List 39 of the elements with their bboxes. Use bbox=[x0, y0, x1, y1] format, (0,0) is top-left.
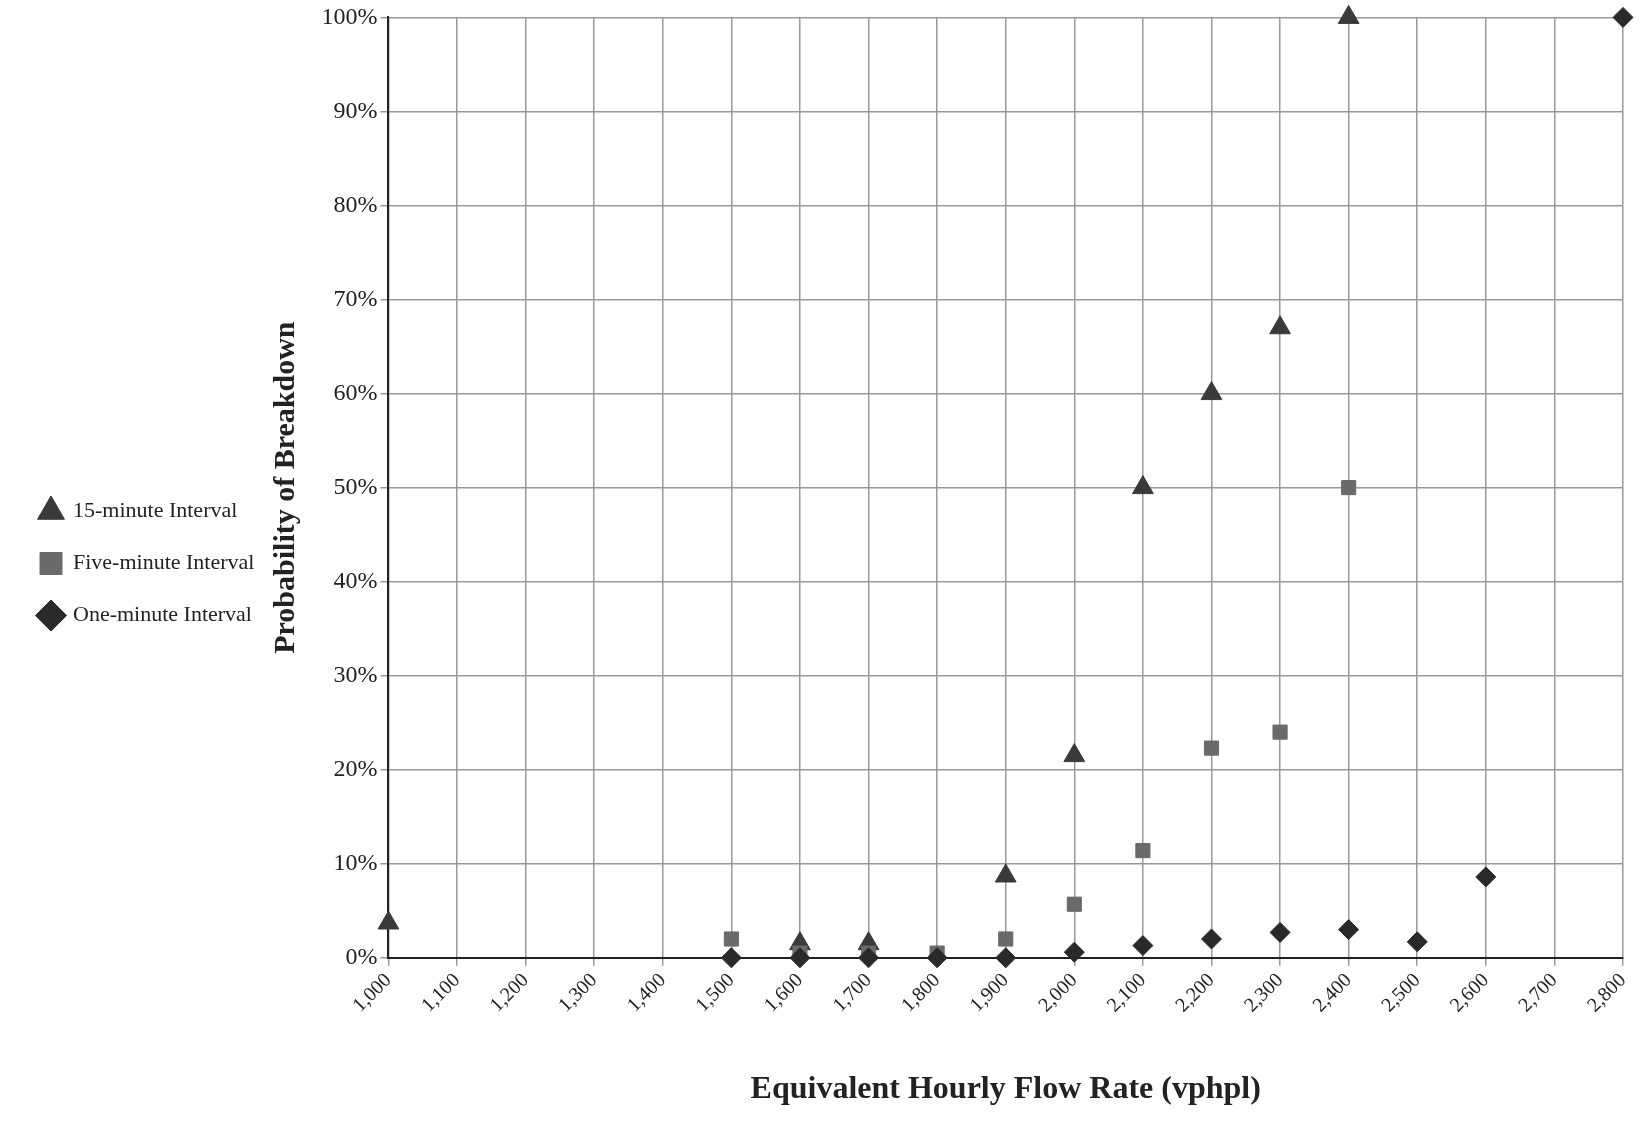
point bbox=[858, 947, 880, 969]
point bbox=[926, 947, 948, 969]
point bbox=[1269, 921, 1291, 943]
legend-label: Five-minute Interval bbox=[73, 549, 255, 575]
point bbox=[1475, 866, 1497, 888]
point bbox=[789, 947, 811, 969]
y-tick-label: 20% bbox=[333, 755, 378, 782]
point bbox=[1272, 724, 1288, 740]
point bbox=[1063, 941, 1085, 963]
point bbox=[1406, 931, 1428, 953]
point bbox=[1132, 475, 1154, 495]
point bbox=[1337, 4, 1360, 24]
y-tick-label: 0% bbox=[345, 943, 378, 970]
y-tick-label: 90% bbox=[333, 96, 378, 123]
y-tick-label: 50% bbox=[333, 472, 378, 499]
x-axis-title: Equivalent Hourly Flow Rate (vphpl) bbox=[750, 1069, 1261, 1106]
point bbox=[1200, 928, 1222, 950]
point bbox=[1338, 919, 1360, 941]
y-tick-label: 100% bbox=[321, 2, 378, 29]
point bbox=[1269, 315, 1291, 335]
y-tick-label: 80% bbox=[333, 190, 378, 217]
y-tick-label: 30% bbox=[333, 660, 378, 687]
point bbox=[1203, 740, 1220, 756]
point bbox=[995, 947, 1017, 969]
point bbox=[1066, 896, 1082, 912]
point bbox=[720, 947, 742, 969]
point bbox=[1200, 381, 1223, 401]
y-tick-label: 70% bbox=[333, 284, 378, 311]
point bbox=[723, 931, 739, 947]
legend-label: One-minute Interval bbox=[73, 601, 252, 627]
y-axis-title: Probability of Breakdown bbox=[267, 321, 301, 654]
y-tick-label: 60% bbox=[333, 378, 378, 405]
legend-label: 15-minute Interval bbox=[73, 497, 238, 523]
point bbox=[1063, 743, 1086, 763]
point bbox=[1135, 843, 1151, 859]
y-tick-label: 40% bbox=[333, 566, 378, 593]
y-tick-label: 10% bbox=[333, 849, 378, 876]
point bbox=[998, 931, 1014, 947]
point bbox=[1132, 935, 1154, 957]
